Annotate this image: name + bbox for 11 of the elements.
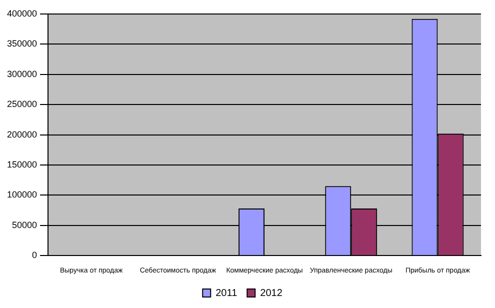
y-tick-label: 350000 <box>6 38 38 49</box>
y-tick-label: 50000 <box>12 220 38 230</box>
y-tick-label: 100000 <box>6 190 38 200</box>
legend-label: 2012 <box>260 288 283 299</box>
y-tick-label: 300000 <box>6 68 38 79</box>
y-tick-label: 0 <box>32 250 38 260</box>
y-tick-label: 250000 <box>6 99 38 110</box>
y-tick-label: 400000 <box>6 8 38 18</box>
y-tick-label: 200000 <box>6 129 38 140</box>
legend-label: 2011 <box>216 288 238 299</box>
y-tick-label: 150000 <box>6 159 38 170</box>
